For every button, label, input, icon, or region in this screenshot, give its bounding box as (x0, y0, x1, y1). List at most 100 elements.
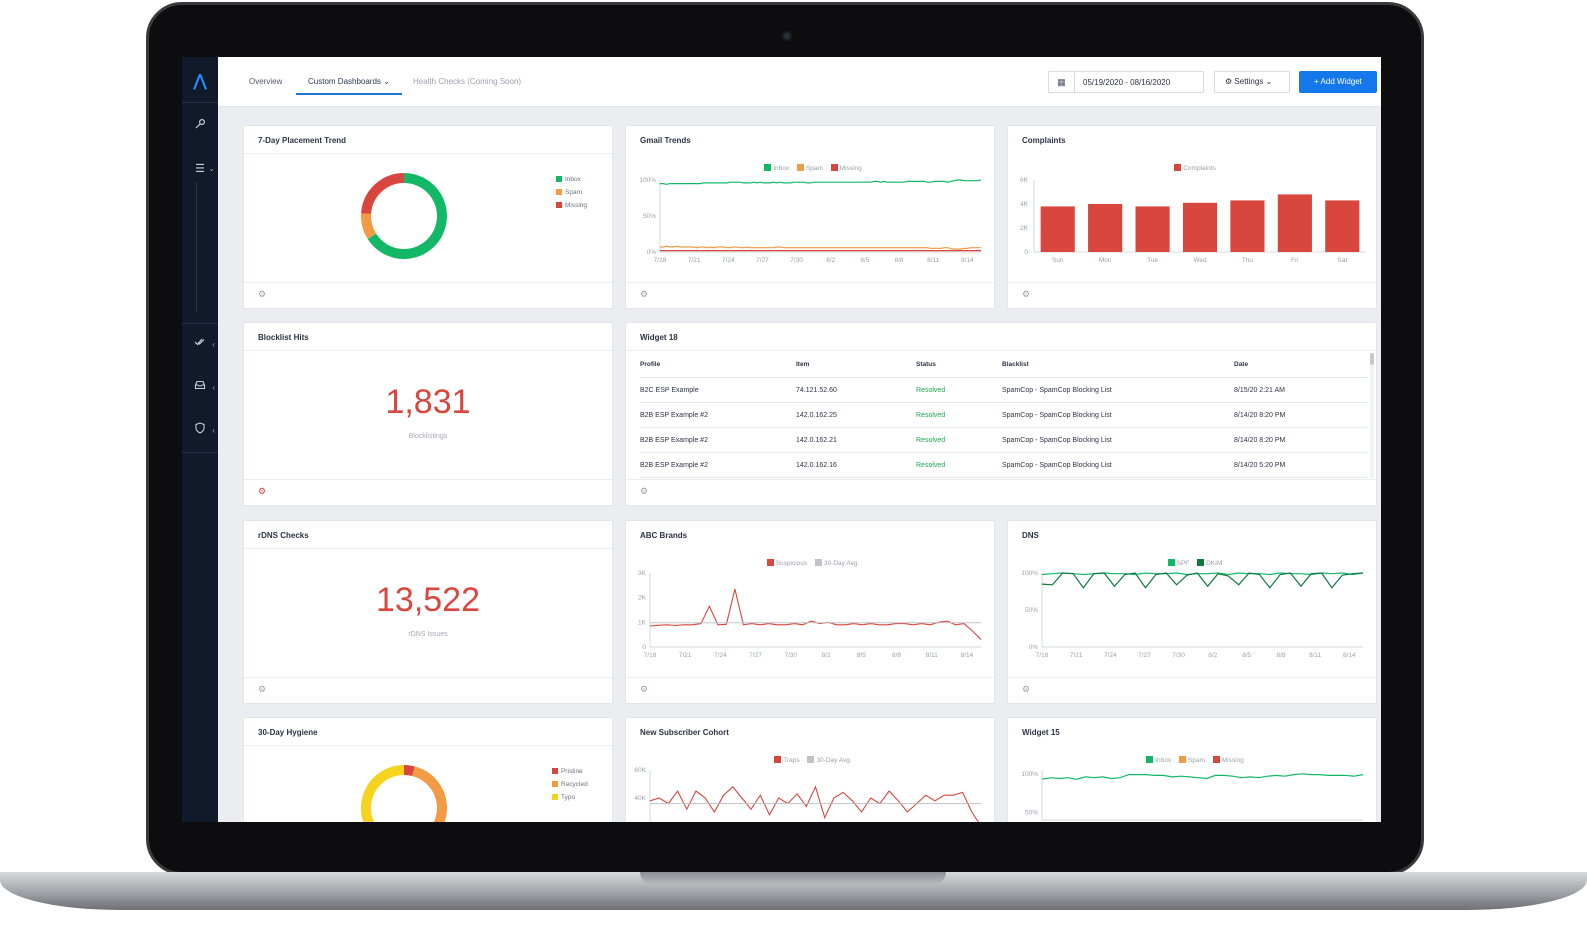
tab-overview[interactable]: Overview (249, 77, 283, 86)
dns-line-chart: 0% 50% 100% 7/18 7/21 7/24 7/27 7/30 8/2 8/5 8/8 8/… (1021, 570, 1364, 659)
cell-blacklist: SpamCop - SpamCop Blocking List (1002, 437, 1112, 444)
x-tick-label: 8/2 (822, 652, 831, 659)
card-title: Gmail Trends (640, 136, 691, 145)
cell-date: 8/14/20 8:20 PM (1234, 437, 1286, 444)
date-range-picker[interactable]: ▦ 05/19/2020 - 08/16/2020 (1048, 71, 1204, 93)
legend-pristine: Pristine (552, 768, 583, 775)
x-tick-label: 8/2 (1208, 652, 1217, 659)
legend-spf: SPF (1176, 560, 1190, 567)
blocklist-caption: Blocklistings (408, 433, 448, 440)
legend-suspicious: Suspicious (775, 560, 808, 567)
donut-slice-spam (361, 213, 377, 240)
rdns-count: 13,522 (376, 581, 480, 619)
gear-icon[interactable]: ⚙ (640, 486, 649, 496)
card-title: Widget 18 (640, 333, 678, 342)
app-logo[interactable]: ⋀ (193, 73, 207, 90)
card-title: Complaints (1022, 136, 1066, 145)
gear-icon[interactable]: ⚙ (258, 289, 267, 299)
table-row[interactable]: B2C ESP Example 74.121.52.60 Resolved Sp… (640, 378, 1368, 403)
gear-icon[interactable]: ⚙ (258, 486, 267, 496)
table-scrollbar[interactable] (1370, 353, 1374, 478)
column-header[interactable]: Date (1234, 361, 1249, 368)
y-tick-label: 100% (639, 177, 656, 184)
cell-item: 142.0.162.25 (796, 412, 837, 419)
legend-spam: Spam (556, 189, 582, 196)
legend-30-day-avg: 30-Day Avg. (823, 560, 860, 567)
shield-icon[interactable]: ‹ (182, 420, 218, 442)
card-title: ABC Brands (640, 531, 688, 540)
card-dns: DNS SPF DKIM 0% 50% 100% 7/18 7/21 7/24 7/27 7/… (1007, 520, 1377, 704)
card-rdns-checks: rDNS Checks 13,522 rDNS Issues ⚙ (243, 520, 613, 704)
rdns-caption: rDNS Issues (408, 631, 448, 638)
add-widget-button[interactable]: + Add Widget (1299, 71, 1377, 93)
card-divider (244, 677, 612, 678)
x-tick-label: Sat (1337, 257, 1347, 264)
card-placement-trend: 7-Day Placement Trend Inbox Spam Missing… (243, 125, 613, 309)
cohort-line-chart: 20K40K60K (634, 767, 981, 822)
series-line-suspicious (649, 588, 982, 640)
key-icon[interactable] (182, 116, 218, 138)
gear-icon[interactable]: ⚙ (1022, 289, 1031, 299)
table-row[interactable]: B2B ESP Example #2 142.0.162.25 Resolved… (640, 403, 1368, 428)
card-blocklist-hits: Blocklist Hits 1,831 Blocklistings ⚙ (243, 322, 613, 506)
legend-typo: Typo (552, 794, 575, 801)
cell-blacklist: SpamCop - SpamCop Blocking List (1002, 462, 1112, 469)
series-line-traps (649, 785, 980, 822)
inbox-icon[interactable]: ‹ (182, 377, 218, 399)
complaints-bar-chart: 0 2K 4K 6K Sun Mon Tue Wed Thu Fri Sat (1020, 177, 1366, 264)
x-tick-label: Tue (1147, 257, 1158, 264)
menu-icon[interactable]: ☰ ⌄ (182, 158, 218, 180)
gear-icon[interactable]: ⚙ (640, 289, 649, 299)
card-divider (626, 677, 994, 678)
gear-icon[interactable]: ⚙ (1022, 684, 1031, 694)
donut-slice-missing (361, 173, 405, 215)
webcam (782, 31, 792, 41)
x-tick-label: 7/18 (1036, 652, 1049, 659)
column-header[interactable]: Status (916, 361, 936, 368)
gear-icon[interactable]: ⚙ (258, 684, 267, 694)
legend-30-day-avg: 30-Day Avg. (816, 757, 852, 764)
checks-icon[interactable]: ‹ (182, 334, 218, 356)
x-tick-label: 7/18 (654, 257, 667, 264)
x-tick-label: Mon (1099, 257, 1112, 264)
x-tick-label: 8/14 (961, 652, 974, 659)
tab-health-checks[interactable]: Health Checks (Coming Soon) (413, 77, 522, 86)
x-tick-label: 8/11 (1309, 652, 1322, 659)
y-tick-label: 100% (1021, 570, 1038, 577)
card-30-day-hygiene: 30-Day Hygiene Pristine Recycled Typo (243, 717, 613, 822)
tab-custom-dashboards[interactable]: Custom Dashboards ⌄ (296, 77, 402, 95)
column-header[interactable]: Profile (640, 361, 661, 368)
settings-button[interactable]: ⚙ Settings ⌄ (1214, 71, 1290, 93)
x-tick-label: 7/24 (1104, 652, 1117, 659)
calendar-icon: ▦ (1049, 72, 1075, 92)
card-abc-brands: ABC Brands Suspicious 30-Day Avg. 0 1K 2K 3… (625, 520, 995, 704)
y-tick-label: 40K (634, 795, 646, 802)
card-divider (244, 745, 612, 746)
legend-missing: Missing (1221, 757, 1244, 764)
column-header[interactable]: Item (796, 361, 810, 368)
table-row[interactable]: B2B ESP Example #2 142.0.162.21 Resolved… (640, 428, 1368, 453)
y-tick-label: 2K (1020, 225, 1029, 232)
gear-icon: ⚙ (1225, 77, 1233, 86)
table-scrollbar-thumb[interactable] (1370, 353, 1374, 365)
cell-blacklist: SpamCop - SpamCop Blocking List (1002, 412, 1112, 419)
card-title: New Subscriber Cohort (640, 728, 729, 737)
widget15-line-chart: 50% 100% (1021, 770, 1364, 821)
x-tick-label: 8/14 (1343, 652, 1356, 659)
legend-complaints: Complaints (1183, 165, 1216, 172)
sidebar-divider (182, 452, 218, 453)
sidebar-tree-line (196, 182, 197, 312)
cell-profile: B2B ESP Example #2 (640, 412, 708, 419)
top-bar: Overview Custom Dashboards ⌄ Health Chec… (218, 57, 1381, 107)
gear-icon[interactable]: ⚙ (640, 684, 649, 694)
cell-status: Resolved (916, 437, 946, 444)
card-title: 7-Day Placement Trend (258, 136, 347, 145)
legend-spam: Spam (1187, 757, 1205, 764)
y-tick-label: 100% (1021, 771, 1038, 778)
legend-spam: Spam (805, 165, 823, 172)
table-row[interactable]: B2B ESP Example #2 142.0.162.16 Resolved… (640, 453, 1368, 478)
y-tick-label: 6K (1020, 177, 1029, 184)
card-divider (626, 479, 1376, 480)
column-header[interactable]: Blacklist (1002, 361, 1029, 368)
y-tick-label: 0 (1024, 249, 1028, 256)
